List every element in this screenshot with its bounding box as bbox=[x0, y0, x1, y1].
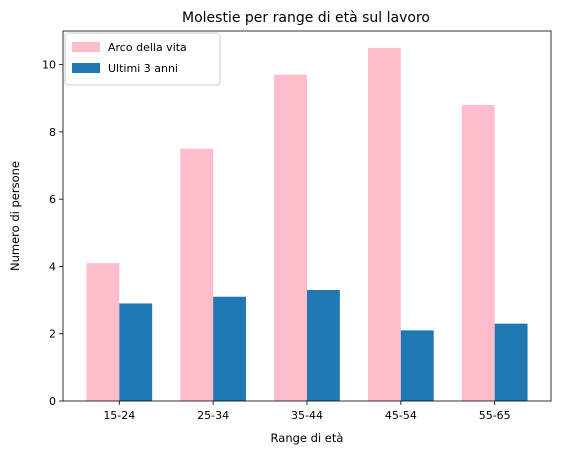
bar-last-3-years-25-34 bbox=[213, 296, 246, 401]
x-axis: 15-24 25-34 35-44 45-54 55-65 bbox=[103, 401, 511, 422]
y-tick-label: 6 bbox=[49, 193, 56, 206]
bar-lifetime-55-65 bbox=[461, 105, 495, 401]
bars-group bbox=[86, 47, 528, 402]
y-tick-label: 10 bbox=[42, 59, 56, 72]
bar-lifetime-45-54 bbox=[368, 47, 401, 402]
bar-last-3-years-45-54 bbox=[400, 330, 434, 401]
bar-last-3-years-55-65 bbox=[494, 323, 528, 401]
bar-lifetime-15-24 bbox=[86, 263, 120, 401]
y-axis: 0 2 4 6 8 10 bbox=[42, 59, 63, 408]
bar-lifetime-35-44 bbox=[274, 74, 307, 402]
bar-last-3-years-35-44 bbox=[307, 290, 340, 401]
bar-lifetime-25-34 bbox=[180, 148, 214, 401]
plot-frame bbox=[62, 30, 552, 402]
legend-box bbox=[64, 32, 221, 86]
y-tick-label: 2 bbox=[49, 328, 56, 341]
y-tick-label: 0 bbox=[49, 395, 56, 408]
y-tick-label: 4 bbox=[49, 260, 56, 273]
x-tick-label: 45-54 bbox=[385, 409, 417, 422]
y-tick-label: 8 bbox=[49, 126, 56, 139]
bar-last-3-years-15-24 bbox=[119, 303, 153, 401]
x-tick-label: 15-24 bbox=[103, 409, 135, 422]
x-tick-label: 55-65 bbox=[479, 409, 511, 422]
x-tick-label: 25-34 bbox=[197, 409, 229, 422]
legend-swatch bbox=[72, 42, 100, 52]
x-tick-label: 35-44 bbox=[291, 409, 323, 422]
legend-label: Arco della vita bbox=[108, 41, 187, 54]
legend: Arco della vita Ultimi 3 anni bbox=[64, 32, 221, 86]
chart-title: Molestie per range di età sul lavoro bbox=[182, 10, 430, 26]
x-axis-label: Range di età bbox=[271, 431, 344, 445]
y-axis-label: Numero di persone bbox=[8, 161, 22, 271]
legend-swatch bbox=[72, 63, 100, 73]
legend-label: Ultimi 3 anni bbox=[108, 62, 178, 75]
